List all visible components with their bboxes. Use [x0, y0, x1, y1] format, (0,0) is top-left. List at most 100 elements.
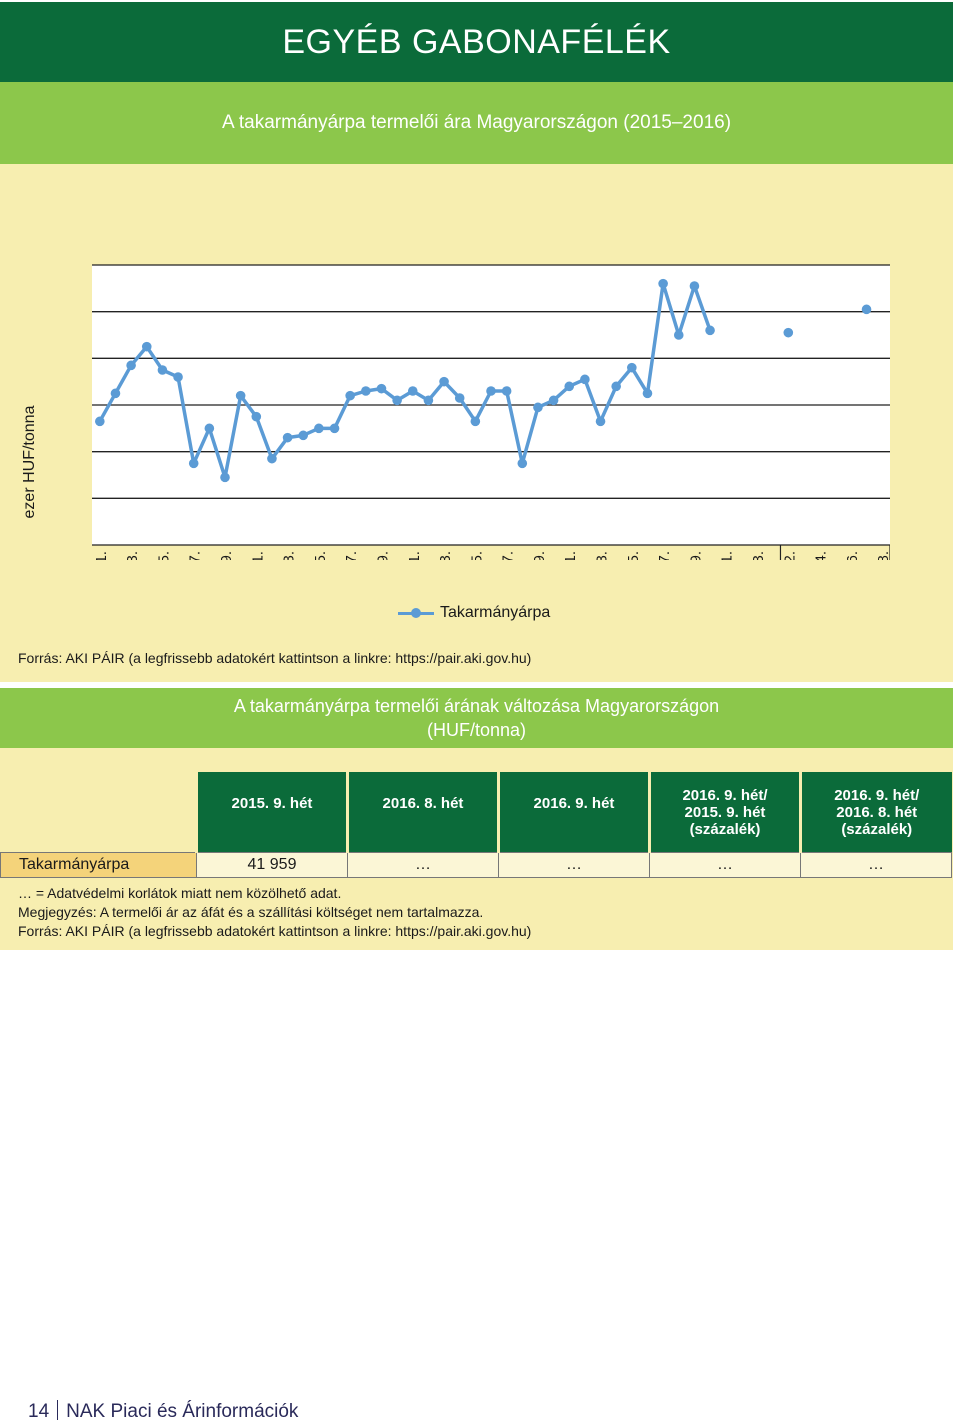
- table-header-row: 2015. 9. hét 2016. 8. hét 2016. 9. hét 2…: [1, 772, 952, 853]
- table-title-line1: A takarmányárpa termelői árának változás…: [233, 696, 720, 716]
- data-point: [580, 374, 590, 385]
- column-header: 2016. 8. hét: [346, 772, 499, 853]
- data-point: [126, 360, 136, 371]
- data-point: [204, 423, 215, 434]
- table-corner: [1, 772, 197, 853]
- data-point: [423, 395, 434, 406]
- data-point: [392, 395, 402, 406]
- data-point: [595, 416, 606, 427]
- data-point: [345, 390, 355, 401]
- x-tick-label: 51.: [719, 551, 736, 560]
- column-header: 2016. 9. hét/2016. 8. hét (százalék): [799, 772, 952, 853]
- data-point: [658, 278, 668, 289]
- legend-line-marker-icon: [398, 608, 434, 618]
- x-tick-label: 53.: [750, 551, 767, 560]
- table-cell: …: [347, 852, 499, 878]
- data-point: [407, 386, 418, 396]
- column-header: 2015. 9. hét: [195, 772, 348, 853]
- data-point: [861, 304, 872, 315]
- section-header: EGYÉB GABONAFÉLÉK: [0, 2, 953, 82]
- data-point: [783, 327, 794, 338]
- legend-label: Takarmányárpa: [440, 604, 551, 621]
- y-axis-label-text: ezer HUF/tonna: [21, 405, 38, 519]
- x-tick-label: 29.: [374, 551, 391, 560]
- x-tick-label: 2.: [781, 551, 798, 560]
- data-point: [689, 281, 700, 291]
- data-point: [673, 330, 684, 340]
- page-footer: 14 NAK Piaci és Árinformációk: [28, 1400, 298, 1423]
- x-tick-label: 13.: [124, 551, 141, 560]
- y-axis-label: ezer HUF/tonna: [10, 362, 50, 562]
- data-point: [705, 325, 715, 336]
- x-tick-label: 21.: [249, 551, 266, 560]
- page-number: 14: [28, 1401, 50, 1422]
- table-row: Takarmányárpa 41 959 … … … …: [0, 852, 952, 878]
- data-point: [267, 453, 277, 464]
- table-title: A takarmányárpa termelői árának változás…: [0, 688, 953, 748]
- table-panel: A takarmányárpa termelői árának változás…: [0, 688, 953, 950]
- data-point: [141, 341, 152, 352]
- data-point: [611, 381, 621, 392]
- line-chart: 3436384042444611.13.15.17.19.21.23.25.27…: [92, 264, 890, 560]
- x-tick-label: 23.: [281, 551, 298, 560]
- x-tick-label: 6.: [844, 551, 861, 560]
- table-cell: …: [649, 852, 801, 878]
- table-cell: …: [498, 852, 650, 878]
- x-tick-label: 19.: [218, 551, 235, 560]
- row-label: Takarmányárpa: [0, 852, 197, 878]
- data-point: [298, 430, 309, 441]
- page-title: EGYÉB GABONAFÉLÉK: [282, 22, 671, 61]
- x-tick-label: 31.: [406, 551, 423, 560]
- data-point: [517, 458, 528, 469]
- table-cell: …: [800, 852, 952, 878]
- data-point: [282, 432, 293, 443]
- table-notes: … = Adatvédelmi korlátok miatt nem közöl…: [18, 884, 531, 941]
- data-point: [220, 472, 230, 483]
- chart-source[interactable]: Forrás: AKI PÁIR (a legfrissebb adatokér…: [18, 650, 532, 666]
- x-tick-label: 45.: [625, 551, 642, 560]
- data-point: [548, 395, 559, 406]
- data-point: [314, 423, 324, 434]
- footer-divider: [57, 1400, 59, 1420]
- chart-title: A takarmányárpa termelői ára Magyarorszá…: [0, 82, 953, 164]
- x-tick-label: 8.: [875, 551, 890, 560]
- data-point: [188, 458, 199, 469]
- data-point: [642, 388, 653, 399]
- data-point: [564, 381, 575, 392]
- data-point: [501, 386, 512, 396]
- x-tick-label: 43.: [594, 551, 611, 560]
- data-point: [376, 383, 387, 394]
- x-tick-label: 47.: [656, 551, 673, 560]
- note-vat: Megjegyzés: A termelői ár az áfát és a s…: [18, 904, 484, 920]
- data-point: [95, 416, 105, 427]
- series-line: [98, 281, 712, 480]
- column-header: 2016. 9. hét: [497, 772, 650, 853]
- x-tick-label: 41.: [562, 551, 579, 560]
- chart-panel: A takarmányárpa termelői ára Magyarorszá…: [0, 82, 953, 682]
- publication-name: NAK Piaci és Árinformációk: [66, 1401, 299, 1422]
- x-tick-label: 33.: [437, 551, 454, 560]
- data-point: [235, 390, 246, 401]
- data-point: [533, 402, 543, 413]
- x-tick-label: 39.: [531, 551, 548, 560]
- data-point: [110, 388, 121, 399]
- x-tick-label: 35.: [468, 551, 485, 560]
- x-tick-label: 11.: [93, 551, 110, 560]
- data-point: [173, 372, 183, 382]
- x-tick-label: 37.: [500, 551, 517, 560]
- data-point: [361, 386, 371, 396]
- x-tick-label: 4.: [813, 551, 830, 560]
- x-tick-label: 49.: [687, 551, 704, 560]
- x-tick-label: 25.: [312, 551, 329, 560]
- chart-legend: Takarmányárpa: [398, 604, 550, 622]
- note-confidential: … = Adatvédelmi korlátok miatt nem közöl…: [18, 885, 342, 901]
- data-point: [486, 386, 496, 396]
- table-title-line2: (HUF/tonna): [426, 720, 527, 740]
- table-source[interactable]: Forrás: AKI PÁIR (a legfrissebb adatokér…: [18, 923, 532, 939]
- x-tick-label: 27.: [343, 551, 360, 560]
- data-point: [329, 423, 340, 434]
- price-change-table: 2015. 9. hét 2016. 8. hét 2016. 9. hét 2…: [0, 772, 952, 878]
- column-header: 2016. 9. hét/2015. 9. hét (százalék): [648, 772, 801, 853]
- data-point: [627, 362, 637, 373]
- x-tick-label: 15.: [155, 551, 172, 560]
